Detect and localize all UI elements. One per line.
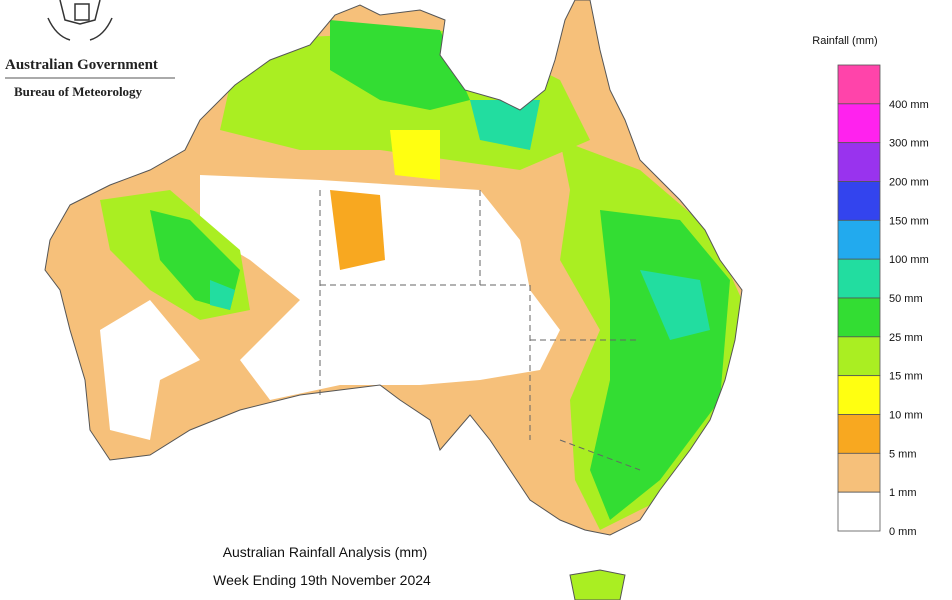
legend-swatch <box>837 219 881 260</box>
map-title: Australian Rainfall Analysis (mm) <box>223 544 428 560</box>
legend-label: 50 mm <box>889 293 923 305</box>
legend-swatch <box>837 452 881 493</box>
legend-swatch <box>837 103 881 144</box>
legend-label: 400 mm <box>889 99 929 111</box>
legend-swatch <box>837 414 881 454</box>
legend-label: 300 mm <box>889 138 929 150</box>
legend-title: Rainfall (mm) <box>812 35 877 47</box>
legend-swatch <box>837 297 881 338</box>
legend-label: 10 mm <box>889 410 923 422</box>
legend-label: 5 mm <box>889 448 917 460</box>
map-subtitle: Week Ending 19th November 2024 <box>213 572 431 588</box>
legend-swatch <box>837 491 881 532</box>
legend-label: 15 mm <box>889 371 923 383</box>
government-name: Australian Government <box>5 57 158 73</box>
legend-swatch <box>837 142 881 182</box>
legend-label: 150 mm <box>889 215 929 227</box>
legend-label: 1 mm <box>889 487 917 499</box>
legend-swatch <box>837 375 881 415</box>
legend: 400 mm 300 mm 200 mm 150 mm 100 mm 50 mm 25 mm… <box>837 64 929 538</box>
crest <box>47 0 113 41</box>
legend-swatch <box>837 336 881 377</box>
agency-name: Bureau of Meteorology <box>14 84 143 99</box>
legend-label: 0 mm <box>889 526 917 538</box>
legend-swatch <box>837 181 881 221</box>
legend-label: 200 mm <box>889 177 929 189</box>
legend-label: 25 mm <box>889 332 923 344</box>
legend-swatch <box>837 64 881 105</box>
legend-swatch <box>837 258 881 299</box>
legend-label: 100 mm <box>889 254 929 266</box>
